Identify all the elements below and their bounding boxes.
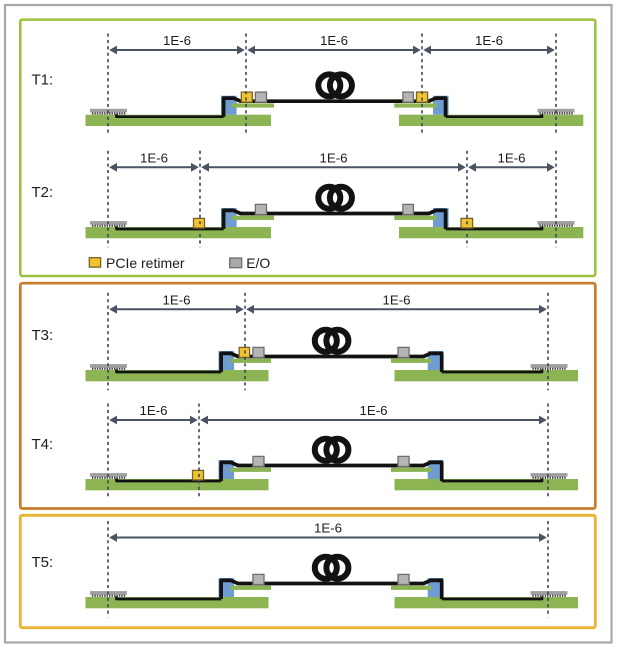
svg-text:1E-6: 1E-6 — [475, 33, 503, 48]
svg-text:T3:: T3: — [32, 327, 54, 344]
svg-text:T2:: T2: — [32, 184, 54, 201]
svg-text:T4:: T4: — [32, 436, 54, 453]
svg-text:1E-6: 1E-6 — [320, 33, 348, 48]
svg-text:1E-6: 1E-6 — [382, 293, 410, 308]
svg-text:1E-6: 1E-6 — [497, 151, 525, 166]
svg-text:1E-6: 1E-6 — [359, 403, 387, 418]
svg-text:1E-6: 1E-6 — [140, 151, 168, 166]
svg-text:1E-6: 1E-6 — [139, 403, 167, 418]
svg-text:T5:: T5: — [32, 554, 54, 571]
svg-text:T1:: T1: — [32, 72, 54, 89]
svg-text:1E-6: 1E-6 — [163, 33, 191, 48]
svg-text:1E-6: 1E-6 — [314, 521, 342, 536]
svg-text:1E-6: 1E-6 — [162, 293, 190, 308]
svg-text:1E-6: 1E-6 — [319, 151, 347, 166]
svg-text:PCIe retimer: PCIe retimer — [106, 255, 185, 271]
svg-text:E/O: E/O — [246, 255, 270, 271]
